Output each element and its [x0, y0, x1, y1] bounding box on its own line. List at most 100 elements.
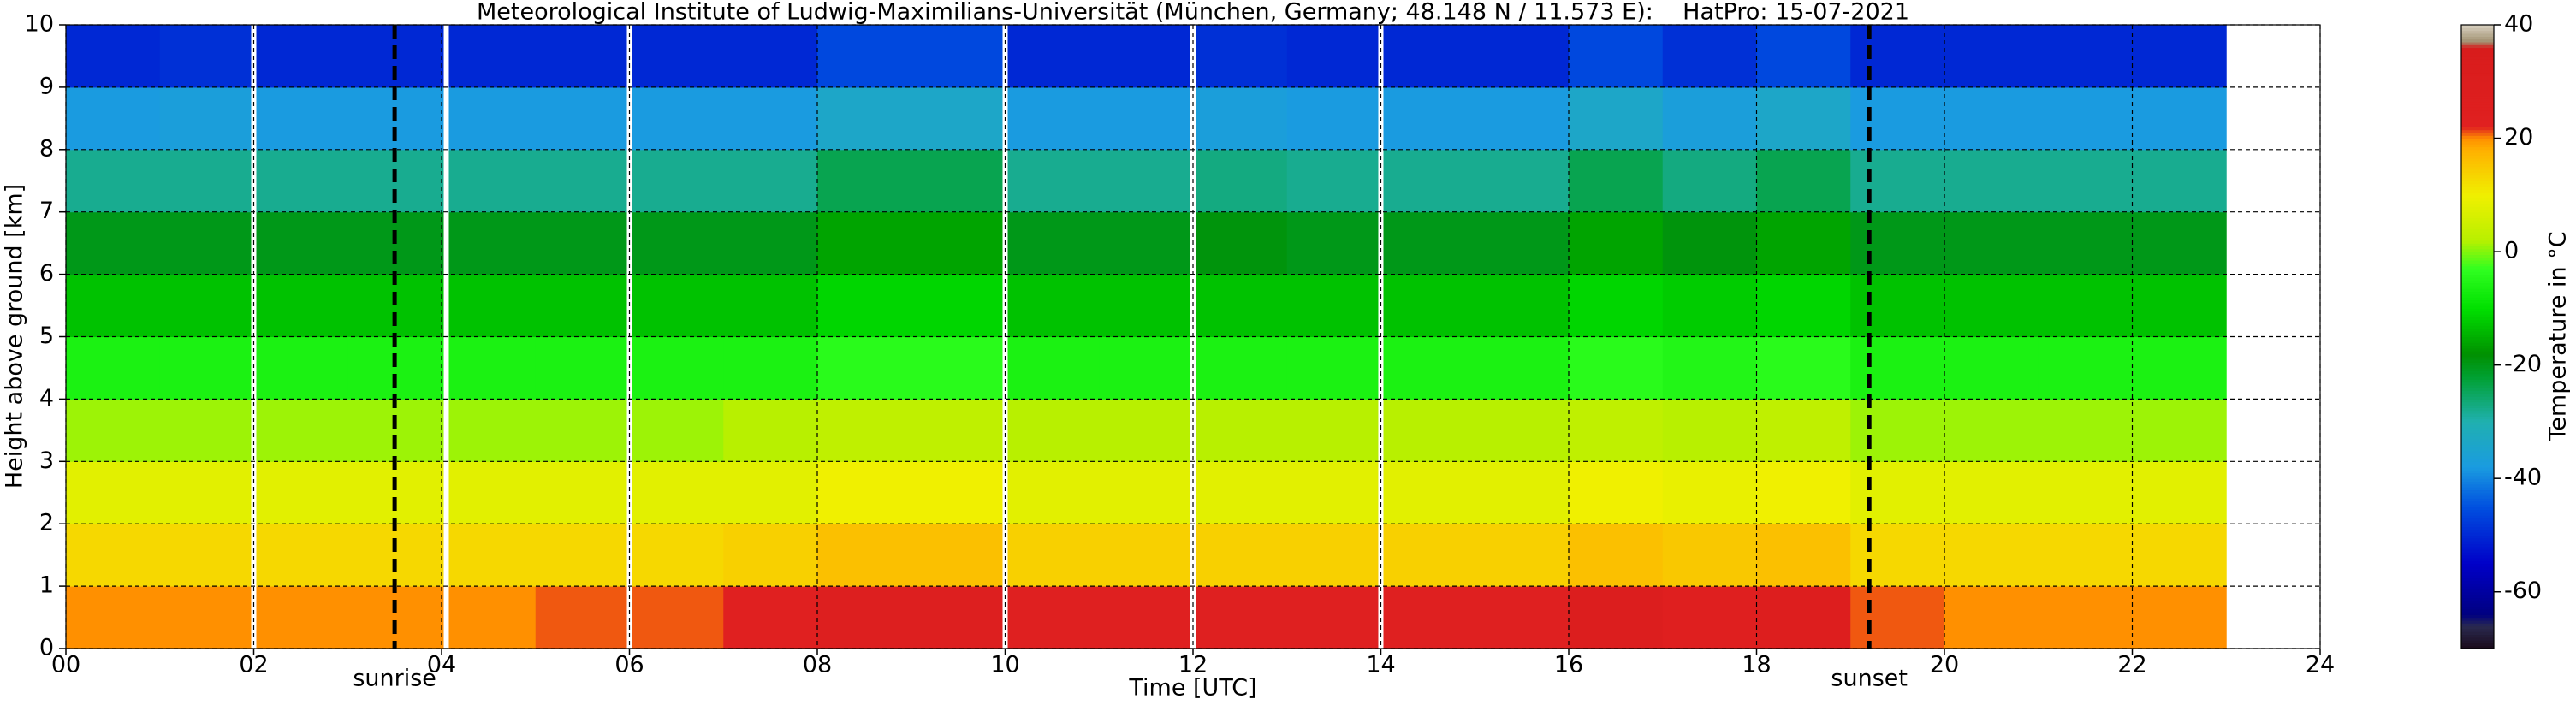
- heatmap-cell: [253, 524, 348, 587]
- heatmap-cell: [1569, 461, 1664, 524]
- heatmap-cell: [629, 25, 724, 88]
- colorbar-segment: [2461, 254, 2494, 258]
- heatmap-cell: [1286, 149, 1381, 213]
- colorbar-segment: [2461, 606, 2494, 610]
- colorbar-segment: [2461, 370, 2494, 375]
- heatmap-cell: [1944, 149, 2039, 213]
- heatmap-cell: [1475, 211, 1570, 275]
- heatmap-cell: [1662, 25, 1757, 88]
- colorbar-segment: [2461, 41, 2494, 45]
- colorbar-segment: [2461, 234, 2494, 239]
- heatmap-cell: [911, 274, 1006, 337]
- heatmap-cell: [159, 86, 254, 151]
- colorbar-segment: [2461, 520, 2494, 524]
- colorbar-segment: [2461, 152, 2494, 157]
- colorbar-segment: [2461, 625, 2494, 630]
- colorbar-segment: [2461, 36, 2494, 40]
- chart-title: Meteorological Institute of Ludwig-Maxim…: [477, 0, 1909, 26]
- colorbar-segment: [2461, 183, 2494, 187]
- heatmap-cell: [1944, 524, 2039, 587]
- colorbar-segment: [2461, 220, 2494, 224]
- colorbar-segment: [2461, 64, 2494, 68]
- colorbar-segment: [2461, 265, 2494, 270]
- colorbar-segment: [2461, 149, 2494, 153]
- heatmap-cell: [2038, 149, 2133, 213]
- colorbar-segment: [2461, 206, 2494, 210]
- heatmap-cell: [1005, 336, 1100, 400]
- heatmap-cell: [1475, 86, 1570, 151]
- colorbar-segment: [2461, 401, 2494, 406]
- heatmap-cell: [1193, 86, 1288, 151]
- heatmap-cell: [1005, 211, 1100, 275]
- colorbar-segment: [2461, 44, 2494, 49]
- colorbar-segment: [2461, 580, 2494, 584]
- heatmap-cell: [1005, 461, 1100, 524]
- colorbar-label: Temperature in °C: [2545, 231, 2572, 441]
- heatmap-cell: [442, 586, 537, 649]
- colorbar-segment: [2461, 578, 2494, 582]
- colorbar-segment: [2461, 435, 2494, 440]
- colorbar-segment: [2461, 405, 2494, 408]
- colorbar-segment: [2461, 282, 2494, 287]
- colorbar-segment: [2461, 546, 2494, 550]
- heatmap-cell: [442, 336, 537, 400]
- colorbar-segment: [2461, 175, 2494, 179]
- x-tick-label: 20: [1930, 652, 1959, 678]
- heatmap-cell: [1099, 149, 1194, 213]
- colorbar-segment: [2461, 317, 2494, 321]
- heatmap-cell: [347, 586, 442, 649]
- colorbar-segment: [2461, 39, 2494, 43]
- colorbar-segment: [2461, 441, 2494, 446]
- colorbar-segment: [2461, 470, 2494, 474]
- colorbar-segment: [2461, 364, 2494, 369]
- heatmap-cell: [1099, 86, 1194, 151]
- heatmap-cell: [1380, 399, 1475, 462]
- colorbar-segment: [2461, 543, 2494, 548]
- heatmap-cell: [1850, 149, 1945, 213]
- colorbar-segment: [2461, 458, 2494, 462]
- colorbar-segment: [2461, 248, 2494, 252]
- colorbar-segment: [2461, 280, 2494, 284]
- colorbar-segment: [2461, 177, 2494, 181]
- colorbar-segment: [2461, 453, 2494, 457]
- heatmap-cell: [66, 336, 161, 400]
- heatmap-cell: [66, 149, 161, 213]
- heatmap-cell: [1850, 336, 1945, 400]
- heatmap-cell: [1756, 25, 1851, 88]
- heatmap-cell: [723, 149, 818, 213]
- heatmap-cell: [159, 524, 254, 587]
- colorbar-segment: [2461, 161, 2494, 164]
- heatmap-cell: [1005, 524, 1100, 587]
- heatmap-cell: [1756, 86, 1851, 151]
- colorbar-segment: [2461, 319, 2494, 323]
- colorbar-segment: [2461, 285, 2494, 289]
- colorbar-segment: [2461, 637, 2494, 641]
- heatmap-cell: [1569, 149, 1664, 213]
- colorbar-segment: [2461, 70, 2494, 74]
- heatmap-cell: [1569, 336, 1664, 400]
- colorbar-segment: [2461, 67, 2494, 71]
- heatmap-cell: [159, 149, 254, 213]
- heatmap-cell: [1475, 461, 1570, 524]
- colorbar-segment: [2461, 472, 2494, 477]
- colorbar-segment: [2461, 222, 2494, 227]
- colorbar-segment: [2461, 586, 2494, 590]
- colorbar-segment: [2461, 90, 2494, 94]
- heatmap-cell: [1286, 586, 1381, 649]
- colorbar-segment: [2461, 144, 2494, 148]
- heatmap-cell: [1099, 211, 1194, 275]
- colorbar-segment: [2461, 608, 2494, 613]
- heatmap-cell: [1005, 399, 1100, 462]
- colorbar-segment: [2461, 515, 2494, 519]
- colorbar-segment: [2461, 597, 2494, 601]
- colorbar-segment: [2461, 495, 2494, 499]
- colorbar-tick-label: -20: [2504, 351, 2542, 377]
- heatmap-cell: [1099, 399, 1194, 462]
- heatmap-cell: [1850, 586, 1945, 649]
- x-tick-label: 08: [803, 652, 832, 678]
- heatmap-cell: [1005, 586, 1100, 649]
- colorbar-segment: [2461, 631, 2494, 636]
- colorbar-segment: [2461, 189, 2494, 193]
- colorbar-segment: [2461, 257, 2494, 261]
